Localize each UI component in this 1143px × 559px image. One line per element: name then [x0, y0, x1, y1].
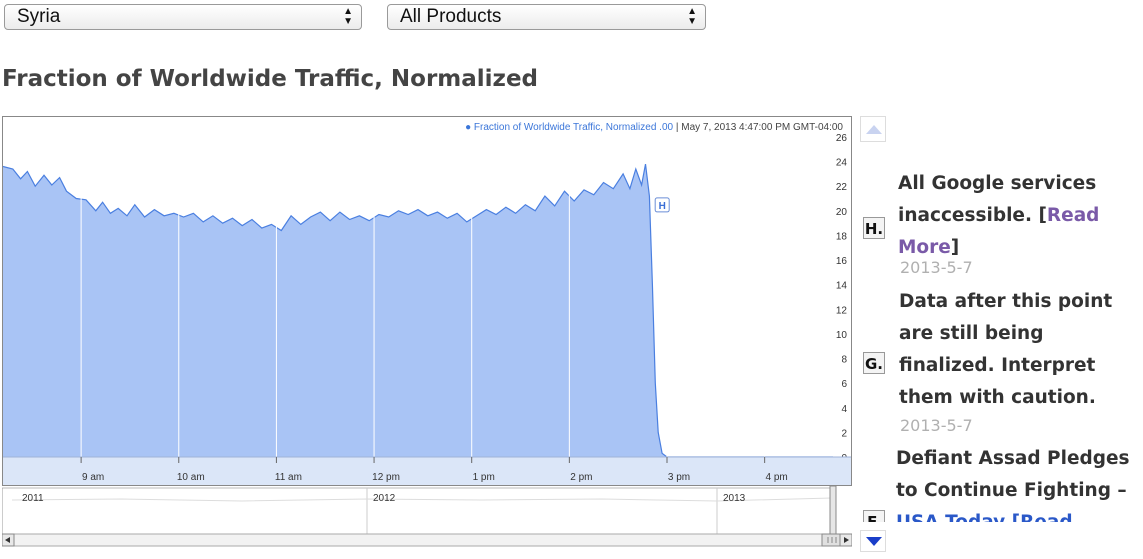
legend-datetime: | May 7, 2013 4:47:00 PM GMT-04:00: [675, 122, 843, 133]
y-tick-label: 10: [836, 330, 848, 341]
annotation-date: 2013-5-7: [900, 416, 973, 435]
annotation-letter[interactable]: G.: [863, 352, 885, 374]
annotation-text: Data after this point are still being fi…: [899, 291, 1113, 408]
y-tick-label: 6: [841, 379, 847, 390]
annotation-date: 2013-5-7: [900, 258, 973, 277]
annotation-read-more-link[interactable]: Read More: [898, 205, 1100, 258]
navigator-window[interactable]: [2, 487, 835, 535]
annotation-flag-label: H: [659, 201, 666, 212]
legend-value: .00: [659, 122, 674, 133]
y-tick-label: 20: [836, 207, 848, 218]
annotation-text: All Google services inaccessible. [Read …: [898, 168, 1143, 264]
annotation-text-body: All Google services inaccessible. [: [898, 173, 1097, 226]
x-tick-label: 11 am: [275, 472, 302, 483]
y-tick-label: 18: [836, 231, 848, 242]
product-select[interactable]: All Products ▲ ▼: [387, 4, 706, 30]
traffic-line: [3, 163, 833, 458]
legend-dot-icon: ●: [465, 122, 472, 133]
navigator-year-label: 2012: [373, 493, 396, 504]
annotations-list[interactable]: H. All Google services inaccessible. [Re…: [860, 150, 1143, 522]
range-navigator[interactable]: 2011 2012 2013: [2, 486, 852, 548]
x-tick-label: 10 am: [177, 472, 205, 483]
product-select-value: All Products: [400, 6, 502, 27]
x-tick-label: 12 pm: [372, 472, 400, 483]
y-tick-label: 2: [841, 428, 847, 439]
traffic-area: [3, 164, 833, 457]
x-tick-label: 2 pm: [570, 472, 592, 483]
y-tick-label: 12: [836, 305, 848, 316]
y-tick-label: 26: [836, 133, 848, 144]
country-select-value: Syria: [17, 6, 61, 27]
annotation-letter[interactable]: H.: [863, 217, 885, 239]
y-tick-label: 24: [836, 158, 848, 169]
scroll-left-icon: [5, 537, 10, 543]
legend-series: Fraction of Worldwide Traffic, Normalize…: [473, 122, 657, 133]
y-tick-label: 4: [841, 404, 847, 415]
navigator-right-handle[interactable]: [829, 486, 837, 535]
scroll-right-icon: [844, 537, 849, 543]
select-arrows-icon: ▲ ▼: [343, 6, 353, 27]
x-tick-label: 3 pm: [668, 472, 690, 483]
annotation-flag-h[interactable]: [654, 197, 670, 213]
annotation-text-end[interactable]: [Read: [1005, 512, 1073, 522]
arrow-up-icon: [866, 125, 882, 134]
y-tick-label: 8: [841, 355, 847, 366]
x-tick-label: 9 am: [82, 472, 104, 483]
annotations-scroll-up-button[interactable]: [860, 116, 886, 142]
navigator-year-label: 2013: [723, 493, 746, 504]
annotation-source-link[interactable]: USA Today: [896, 512, 1005, 522]
annotation-text-body: Defiant Assad Pledges to Continue Fighti…: [896, 448, 1130, 501]
x-tick-label: 4 pm: [766, 472, 788, 483]
navigator-sparkline: [11, 497, 833, 502]
page-title: Fraction of Worldwide Traffic, Normalize…: [2, 66, 539, 92]
country-select[interactable]: Syria ▲ ▼: [4, 4, 362, 30]
arrow-down-icon: [866, 537, 882, 546]
annotation-letter[interactable]: F.: [863, 510, 885, 522]
x-tick-label: 1 pm: [473, 472, 495, 483]
y-tick-label: 22: [836, 182, 848, 193]
annotation-text-end: ]: [950, 237, 960, 258]
select-arrows-icon: ▲ ▼: [687, 6, 697, 27]
x-axis-band: [3, 457, 851, 485]
annotations-scroll-down-button[interactable]: [860, 530, 886, 552]
navigator-year-label: 2011: [22, 493, 44, 504]
y-tick-label: 16: [836, 256, 848, 267]
chart-legend: ● Fraction of Worldwide Traffic, Normali…: [465, 122, 843, 133]
navigator-scrollbar[interactable]: [2, 533, 852, 547]
annotation-text: Defiant Assad Pledges to Continue Fighti…: [896, 443, 1141, 522]
y-tick-label: 14: [836, 281, 848, 292]
navigator-svg[interactable]: 2011 2012 2013: [2, 486, 852, 548]
